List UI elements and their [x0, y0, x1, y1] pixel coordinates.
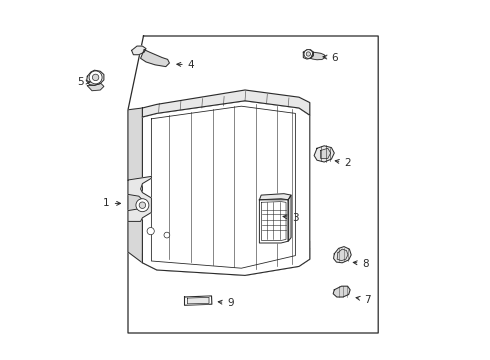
Text: 8: 8 — [353, 258, 369, 269]
Polygon shape — [311, 52, 325, 60]
Polygon shape — [143, 241, 310, 266]
Text: 4: 4 — [177, 60, 195, 70]
Polygon shape — [141, 50, 170, 67]
Polygon shape — [87, 84, 104, 91]
Polygon shape — [185, 296, 212, 305]
Circle shape — [92, 74, 99, 81]
Text: 3: 3 — [283, 213, 299, 223]
Polygon shape — [334, 247, 351, 263]
Polygon shape — [320, 148, 331, 158]
Circle shape — [147, 228, 154, 235]
Polygon shape — [333, 286, 350, 297]
Text: 6: 6 — [323, 53, 338, 63]
Text: 9: 9 — [218, 298, 234, 308]
Polygon shape — [259, 199, 288, 243]
Polygon shape — [314, 146, 334, 162]
Polygon shape — [87, 70, 104, 85]
Circle shape — [139, 202, 146, 208]
Polygon shape — [128, 108, 143, 263]
Polygon shape — [187, 297, 209, 304]
Text: 7: 7 — [356, 294, 371, 305]
Polygon shape — [128, 176, 151, 221]
Polygon shape — [132, 46, 146, 55]
Circle shape — [304, 50, 313, 58]
Text: 5: 5 — [77, 77, 90, 87]
Polygon shape — [259, 194, 291, 200]
Text: 2: 2 — [335, 158, 351, 168]
Circle shape — [89, 71, 102, 84]
Polygon shape — [143, 248, 310, 275]
Polygon shape — [337, 249, 348, 261]
Polygon shape — [303, 50, 314, 59]
Polygon shape — [143, 101, 310, 275]
Text: 1: 1 — [103, 198, 121, 208]
Polygon shape — [143, 90, 310, 117]
Circle shape — [164, 232, 170, 238]
Circle shape — [306, 52, 311, 56]
Polygon shape — [288, 195, 291, 241]
Circle shape — [136, 199, 149, 212]
